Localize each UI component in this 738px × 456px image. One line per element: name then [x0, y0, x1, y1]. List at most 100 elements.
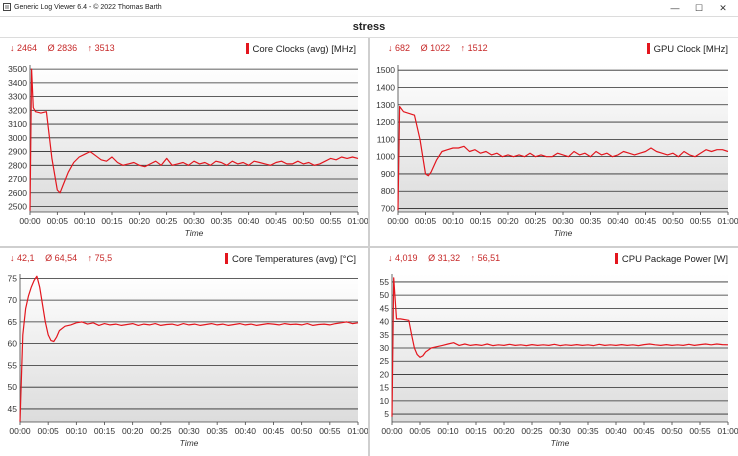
x-tick-label: 00:15	[470, 216, 492, 226]
x-tick-label: 00:00	[9, 426, 31, 436]
log-header: stress	[0, 16, 738, 38]
x-tick-label: 01:00	[347, 426, 368, 436]
y-tick-label: 700	[381, 204, 395, 214]
window-titlebar: Generic Log Viewer 6.4 - © 2022 Thomas B…	[0, 0, 738, 16]
y-tick-label: 1200	[376, 117, 395, 127]
x-tick-label: 00:10	[437, 426, 459, 436]
min-stat: ↓ 682	[388, 43, 411, 53]
stats-row: ↓ 682 Ø 1022 ↑ 1512	[388, 43, 488, 53]
y-tick-label: 5	[384, 409, 389, 419]
max-value: 75,5	[94, 253, 113, 263]
panel-title: Core Temperatures (avg) [°C]	[224, 253, 356, 265]
y-tick-label: 75	[8, 273, 18, 283]
minimize-button[interactable]: —	[670, 3, 680, 13]
max-value: 3513	[94, 43, 115, 53]
panel-title-text: CPU Package Power [W]	[621, 254, 728, 265]
y-tick-label: 50	[8, 382, 18, 392]
series-color-marker	[614, 253, 618, 264]
avg-stat: Ø 1022	[420, 43, 451, 53]
x-tick-label: 00:30	[552, 216, 574, 226]
x-tick-label: 00:25	[150, 426, 172, 436]
x-tick-label: 00:25	[156, 216, 178, 226]
core-temperatures-chart[interactable]: 45 50 55 60 65 70 75 00:00 00:05 00:10 00:15 00:20 0…	[0, 248, 368, 456]
x-tick-label: 01:00	[347, 216, 368, 226]
series-line	[397, 105, 729, 211]
stats-row: ↓ 2464 Ø 2836 ↑ 3513	[10, 43, 115, 53]
x-tick-label: 00:45	[263, 426, 285, 436]
min-stat: ↓ 2464	[10, 43, 38, 53]
gpu-clock-chart[interactable]: 700 800 900 1000 1100 1200 1300 1400 1500 00:00 00…	[370, 38, 738, 246]
maximize-button[interactable]: ☐	[694, 3, 704, 13]
log-title: stress	[352, 21, 386, 33]
max-stat: ↑ 75,5	[87, 253, 113, 263]
x-tick-label: 00:45	[633, 426, 655, 436]
y-tick-label: 65	[8, 317, 18, 327]
x-tick-label: 00:00	[387, 216, 409, 226]
y-tick-label: 45	[8, 404, 18, 414]
chart-panel-core-clocks[interactable]: ↓ 2464 Ø 2836 ↑ 3513 Core Clocks (avg) […	[0, 38, 368, 246]
x-tick-label: 00:10	[74, 216, 96, 226]
panel-title-text: Core Clocks (avg) [MHz]	[252, 44, 356, 55]
stats-row: ↓ 4,019 Ø 31,32 ↑ 56,51	[388, 253, 500, 263]
min-stat: ↓ 42,1	[10, 253, 35, 263]
panel-title-text: Core Temperatures (avg) [°C]	[231, 254, 356, 265]
y-tick-label: 3400	[8, 78, 27, 88]
chart-panel-cpu-package-power[interactable]: ↓ 4,019 Ø 31,32 ↑ 56,51 CPU Package Powe…	[370, 248, 738, 456]
x-tick-label: 00:50	[662, 216, 684, 226]
avg-stat: Ø 31,32	[428, 253, 461, 263]
x-tick-label: 00:50	[293, 216, 315, 226]
avg-value: 1022	[430, 43, 451, 53]
panel-title: GPU Clock [MHz]	[646, 43, 728, 55]
y-tick-label: 1400	[376, 82, 395, 92]
y-tick-label: 3500	[8, 64, 27, 74]
x-tick-label: 00:55	[319, 426, 341, 436]
y-tick-label: 35	[380, 330, 390, 340]
x-tick-label: 00:20	[129, 216, 151, 226]
x-tick-label: 00:50	[661, 426, 683, 436]
x-tick-label: 00:55	[689, 426, 711, 436]
x-tick-label: 00:55	[690, 216, 712, 226]
y-tick-label: 30	[380, 343, 390, 353]
min-value: 42,1	[17, 253, 35, 263]
x-tick-label: 00:50	[291, 426, 313, 436]
core-clocks-chart[interactable]: 2500 2600 2700 2800 2900 3000 3100 3200 3300 3400…	[0, 38, 368, 246]
plot-area	[30, 65, 358, 212]
x-tick-label: 00:05	[409, 426, 431, 436]
x-axis-label: Time	[554, 228, 573, 238]
x-tick-label: 00:45	[635, 216, 657, 226]
y-tick-label: 60	[8, 339, 18, 349]
y-tick-label: 2500	[8, 202, 27, 212]
y-tick-label: 1300	[376, 100, 395, 110]
chart-panel-core-temperatures[interactable]: ↓ 42,1 Ø 64,54 ↑ 75,5 Core Temperatures …	[0, 248, 368, 456]
y-tick-label: 3000	[8, 133, 27, 143]
y-tick-label: 15	[380, 383, 390, 393]
y-tick-label: 25	[380, 356, 390, 366]
y-tick-label: 50	[380, 290, 390, 300]
x-tick-label: 00:40	[607, 216, 629, 226]
max-stat: ↑ 1512	[460, 43, 488, 53]
panel-title: CPU Package Power [W]	[614, 253, 728, 265]
x-tick-label: 00:40	[235, 426, 257, 436]
x-tick-label: 00:25	[525, 216, 547, 226]
close-button[interactable]: ✕	[719, 3, 727, 13]
x-tick-label: 01:00	[717, 426, 738, 436]
max-value: 1512	[467, 43, 488, 53]
series-color-marker	[646, 43, 650, 54]
x-tick-label: 00:30	[183, 216, 205, 226]
series-color-marker	[245, 43, 249, 54]
x-tick-label: 00:30	[178, 426, 200, 436]
x-tick-label: 01:00	[717, 216, 738, 226]
y-tick-label: 45	[380, 303, 390, 313]
x-tick-label: 00:10	[442, 216, 464, 226]
min-stat: ↓ 4,019	[388, 253, 418, 263]
max-stat: ↑ 3513	[87, 43, 115, 53]
x-tick-label: 00:30	[549, 426, 571, 436]
x-tick-label: 00:35	[207, 426, 229, 436]
min-value: 2464	[17, 43, 38, 53]
panel-title-text: GPU Clock [MHz]	[653, 44, 728, 55]
y-tick-label: 3300	[8, 92, 27, 102]
x-tick-label: 00:20	[493, 426, 515, 436]
x-axis-label: Time	[551, 438, 570, 448]
cpu-package-power-chart[interactable]: 5 10 15 20 25 30 35 40 45 50 55 00:00 00:05 00:10 00:1…	[370, 248, 738, 456]
chart-panel-gpu-clock[interactable]: ↓ 682 Ø 1022 ↑ 1512 GPU Clock [MHz] 700 8…	[370, 38, 738, 246]
